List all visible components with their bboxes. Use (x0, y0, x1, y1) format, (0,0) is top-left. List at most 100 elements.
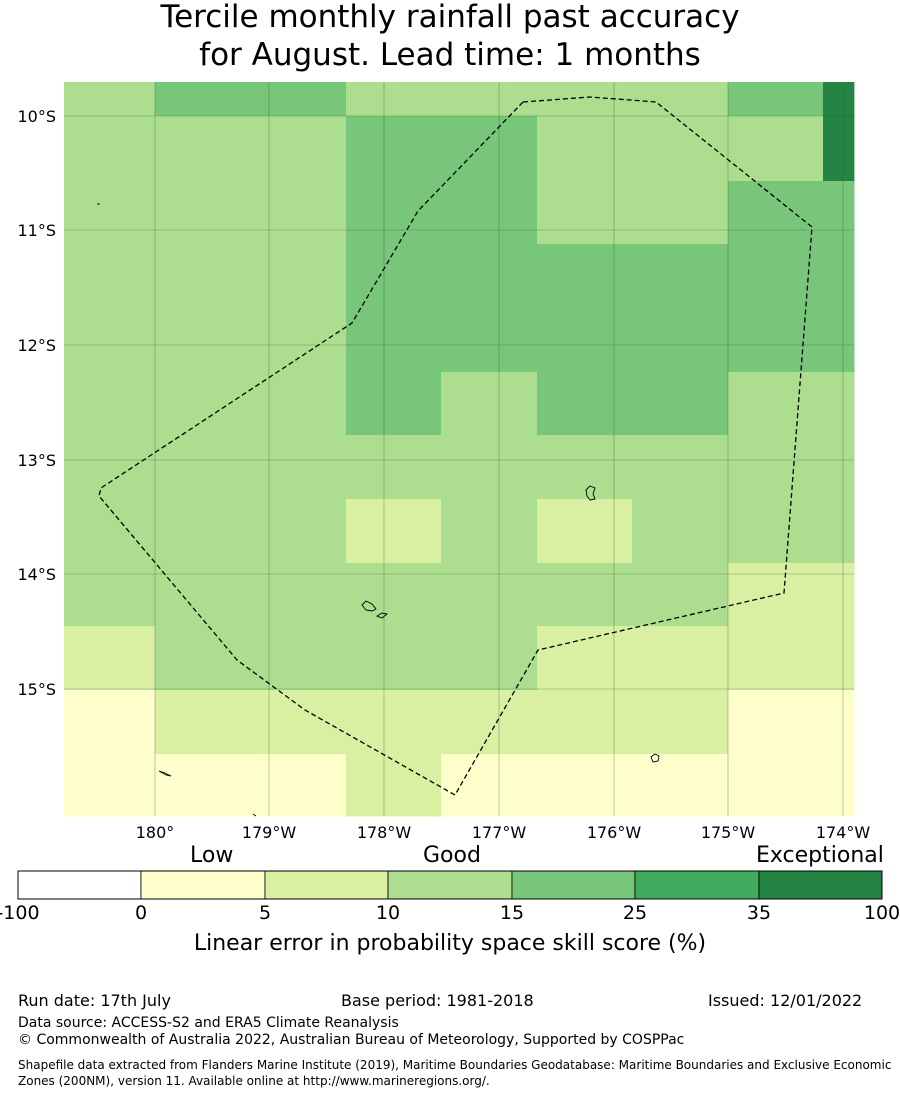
skill-cell (823, 499, 855, 564)
skill-cell (155, 116, 251, 182)
skill-cell (441, 82, 538, 117)
skill-cell (155, 690, 251, 755)
colorbar-swatch (140, 870, 266, 900)
skill-cell (155, 82, 251, 117)
skill-cell (346, 435, 442, 500)
copyright: © Commonwealth of Australia 2022, Austra… (18, 1032, 685, 1048)
skill-cell (537, 181, 633, 245)
island-alofi (375, 612, 389, 619)
x-tick-label: 175°W (701, 823, 756, 842)
skill-cell (728, 499, 824, 564)
skill-cell (64, 82, 156, 117)
graticule (64, 82, 854, 816)
colorbar-tick: 35 (746, 902, 772, 924)
y-tick-label: 11°S (17, 221, 56, 240)
skill-cell (441, 372, 538, 436)
colorbar-category-low: Low (190, 843, 234, 868)
skill-cell (537, 244, 633, 309)
skill-cell (346, 563, 442, 627)
colorbar (17, 870, 883, 900)
issued-date: Issued: 12/01/2022 (708, 991, 863, 1010)
skill-cell (728, 754, 824, 817)
skill-cell (155, 499, 251, 564)
island-speck-south (252, 813, 257, 817)
skill-cell (728, 181, 824, 245)
y-tick-label: 15°S (17, 680, 56, 699)
skill-cell (823, 563, 855, 627)
skill-cell (441, 308, 538, 373)
skill-cell (537, 626, 633, 691)
skill-cell (64, 690, 156, 755)
skill-cell (155, 181, 251, 245)
colorbar-tick: 5 (258, 902, 272, 924)
skill-cell (728, 626, 824, 691)
skill-cell (155, 754, 251, 817)
skill-cell (632, 244, 729, 309)
skill-cell (728, 116, 824, 182)
x-tick-label: 177°W (472, 823, 527, 842)
colorbar-swatch (511, 870, 636, 900)
run-date: Run date: 17th July (18, 991, 171, 1010)
island-southwest (158, 770, 172, 777)
y-tick-label: 13°S (17, 451, 56, 470)
skill-cell (537, 754, 633, 817)
eez-boundary (98, 96, 813, 796)
skill-cell (823, 181, 855, 245)
skill-cell (823, 754, 855, 817)
colorbar-swatch (387, 870, 513, 900)
skill-cell (728, 435, 824, 500)
island-wallis (585, 485, 596, 501)
colorbar-tick: 100 (863, 902, 900, 924)
skill-cell (537, 372, 633, 436)
skill-cell (346, 499, 442, 564)
skill-cell (823, 435, 855, 500)
skill-cell (250, 499, 347, 564)
skill-cell (346, 626, 442, 691)
skill-cell (441, 244, 538, 309)
skill-cell (823, 82, 854, 181)
skill-cell (346, 181, 442, 245)
skill-cell (64, 116, 156, 182)
skill-cell (250, 181, 347, 245)
skill-cell (250, 372, 347, 436)
skill-cell (441, 435, 538, 500)
skill-cell (441, 626, 538, 691)
colorbar-swatch (264, 870, 389, 900)
skill-cell (64, 181, 156, 245)
skill-cell (728, 372, 824, 436)
skill-cell (537, 116, 633, 182)
skill-cell (250, 563, 347, 627)
skill-cell (632, 563, 729, 627)
base-period: Base period: 1981-2018 (341, 991, 534, 1010)
colorbar-category-exceptional: Exceptional (756, 843, 884, 868)
map-title-line-1: Tercile monthly rainfall past accuracy (160, 0, 740, 35)
skill-cell (155, 626, 251, 691)
skill-cell (250, 82, 347, 117)
skill-cell (728, 82, 824, 117)
data-source: Data source: ACCESS-S2 and ERA5 Climate … (18, 1015, 399, 1031)
skill-cell (346, 244, 442, 309)
skill-cell (823, 372, 855, 436)
y-tick-label: 12°S (17, 336, 56, 355)
skill-cell (64, 563, 156, 627)
skill-cell (441, 116, 538, 182)
skill-cell (537, 690, 633, 755)
skill-cell (346, 690, 442, 755)
skill-cell (155, 563, 251, 627)
y-axis: 10°S 11°S 12°S 13°S 14°S 15°S (17, 107, 56, 699)
skill-cell (537, 82, 633, 117)
skill-grid (64, 82, 855, 817)
colorbar-frame (17, 870, 883, 900)
skill-cell (632, 690, 729, 755)
skill-cell (155, 435, 251, 500)
colorbar-swatch (758, 870, 883, 900)
skill-cell (441, 690, 538, 755)
skill-cell (728, 244, 824, 309)
colorbar-tick: 10 (375, 902, 401, 924)
colorbar-tick: 0 (134, 902, 148, 924)
skill-cell (64, 499, 156, 564)
skill-cell (64, 435, 156, 500)
skill-cell (250, 308, 347, 373)
skill-cell (632, 116, 729, 182)
